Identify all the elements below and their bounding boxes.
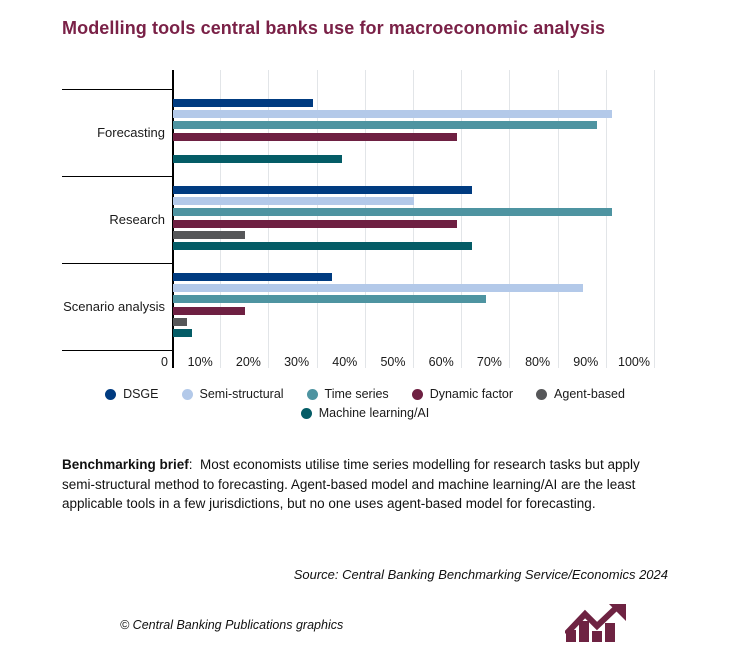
legend-item: Machine learning/AI	[300, 406, 430, 420]
bar-scenario-analysis-machine-learning-ai	[173, 329, 193, 337]
gridline	[268, 70, 270, 368]
bar-scenario-analysis-semi-structural	[173, 284, 583, 293]
legend-dot-icon	[105, 388, 117, 400]
gridline	[461, 70, 463, 368]
group-tick	[62, 176, 172, 177]
legend-row: Machine learning/AI	[300, 406, 430, 420]
legend-dot-icon	[306, 388, 318, 400]
legend-row: DSGE Semi-structural Time series Dynamic fa…	[105, 387, 625, 401]
gridline	[509, 70, 511, 368]
category-label: Scenario analysis	[63, 299, 165, 314]
legend-label: Semi-structural	[199, 387, 284, 401]
legend-item: Time series	[306, 387, 389, 401]
legend-dot-icon	[181, 388, 193, 400]
benchmarking-brief: Benchmarking brief: Most economists util…	[62, 455, 652, 514]
x-axis-label: 60%	[428, 355, 454, 369]
legend-label: Machine learning/AI	[318, 406, 430, 420]
bar-scenario-analysis-dynamic-factor	[173, 306, 246, 315]
category-label: Forecasting	[97, 125, 165, 140]
plot-area: Forecasting Research Scenario analysis 0 10%…	[62, 70, 655, 369]
group-tick	[62, 350, 172, 351]
bar-forecasting-dynamic-factor	[173, 132, 458, 141]
legend-label: Agent-based	[554, 387, 625, 401]
bar-research-dynamic-factor	[173, 219, 458, 228]
y-axis-line	[172, 70, 174, 368]
gridline	[605, 70, 607, 368]
category-label: Research	[109, 212, 165, 227]
x-axis-label: 100%	[618, 355, 650, 369]
bar-scenario-analysis-agent-based	[173, 317, 188, 326]
legend-item: Semi-structural	[181, 387, 284, 401]
group-tick	[62, 89, 172, 90]
legend-dot-icon	[536, 388, 548, 400]
bar-forecasting-time-series	[173, 121, 598, 130]
legend-label: Time series	[324, 387, 389, 401]
gridline	[316, 70, 318, 368]
x-axis-label: 80%	[525, 355, 551, 369]
bar-research-time-series	[173, 208, 612, 217]
legend-item: DSGE	[105, 387, 159, 401]
x-axis-label: 10%	[187, 355, 213, 369]
source-credit: Source: Central Banking Benchmarking Ser…	[293, 567, 668, 582]
bar-research-semi-structural	[173, 197, 414, 206]
x-axis-label: 50%	[380, 355, 406, 369]
legend-item: Dynamic factor	[411, 387, 514, 401]
bar-research-machine-learning-ai	[173, 242, 472, 250]
legend-label: Dynamic factor	[429, 387, 514, 401]
group-tick	[62, 263, 172, 264]
bar-scenario-analysis-time-series	[173, 295, 487, 304]
bar-forecasting-dsge	[173, 99, 313, 107]
x-axis-label: 40%	[332, 355, 358, 369]
brief-label: Benchmarking brief	[62, 457, 189, 472]
bar-research-agent-based	[173, 230, 246, 239]
x-axis-label: 0	[161, 355, 168, 369]
bar-research-dsge	[173, 186, 472, 194]
legend-dot-icon	[411, 388, 423, 400]
legend: DSGE Semi-structural Time series Dynamic fa…	[62, 387, 668, 420]
legend-dot-icon	[300, 407, 312, 419]
publisher-credit: © Central Banking Publications graphics	[120, 618, 344, 632]
chart-title: Modelling tools central banks use for ma…	[62, 18, 606, 38]
brief-text: : Most economists utilise time series mo…	[62, 457, 644, 511]
legend-label: DSGE	[123, 387, 159, 401]
gridline	[220, 70, 222, 368]
x-axis-label: 30%	[284, 355, 310, 369]
bar-scenario-analysis-dsge	[173, 273, 333, 281]
trend-arrow-logo-icon	[565, 604, 626, 642]
x-axis-label: 20%	[235, 355, 261, 369]
gridline	[654, 70, 655, 368]
x-axis-label: 70%	[476, 355, 502, 369]
x-axis-label: 90%	[573, 355, 599, 369]
legend-item: Agent-based	[536, 387, 625, 401]
gridline	[364, 70, 366, 368]
bar-forecasting-semi-structural	[173, 110, 612, 119]
gridline	[413, 70, 414, 368]
bar-forecasting-machine-learning-ai	[173, 155, 342, 163]
gridline	[557, 70, 559, 368]
